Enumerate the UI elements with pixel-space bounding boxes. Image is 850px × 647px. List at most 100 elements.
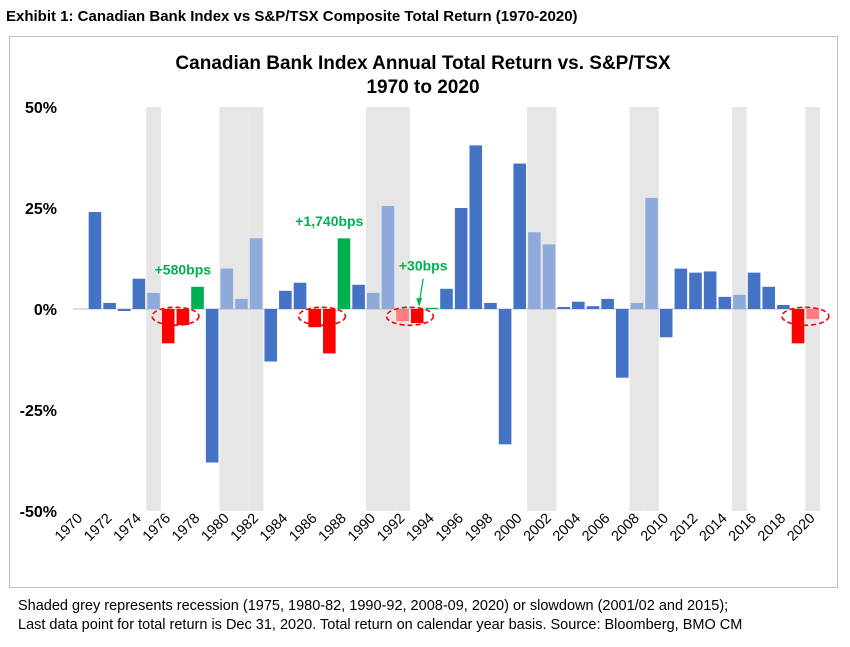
bar-1997: [469, 145, 483, 309]
y-tick-label-4: -25%: [20, 403, 57, 420]
bar-2016: [747, 272, 761, 309]
bar-1973: [117, 309, 131, 312]
bar-2008: [630, 302, 644, 309]
bar-2014: [718, 296, 732, 309]
footnote-line-1: Shaded grey represents recession (1975, …: [18, 598, 729, 614]
x-tick-label-1986: 1986: [286, 511, 320, 545]
x-tick-label-2020: 2020: [784, 511, 818, 545]
bar-2003: [557, 306, 570, 309]
highlight-circles: [151, 306, 830, 327]
y-tick-label-3: 0%: [34, 302, 57, 319]
bar-2009: [645, 197, 658, 309]
bar-1993: [410, 309, 424, 324]
x-tick-label-2004: 2004: [550, 511, 584, 545]
x-tick-label-1998: 1998: [462, 511, 496, 545]
x-tick-label-2008: 2008: [609, 511, 643, 545]
x-tick-label-2018: 2018: [755, 511, 789, 545]
bar-1994: [425, 307, 439, 309]
x-tick-label-1980: 1980: [198, 511, 232, 545]
highlight-circle-4: [781, 306, 830, 327]
bar-1992: [396, 309, 409, 322]
annotation-label-1: +580bps: [155, 262, 212, 278]
x-tick-label-2000: 2000: [491, 511, 525, 545]
annotations: +580bps +1,740bps +30bps: [155, 213, 448, 307]
bar-series: [88, 145, 819, 463]
bar-2004: [572, 301, 585, 309]
bar-2002: [542, 244, 556, 309]
x-tick-label-1990: 1990: [345, 511, 379, 545]
bar-1980: [220, 268, 234, 309]
bar-1989: [352, 284, 365, 309]
bar-2019: [791, 309, 805, 344]
exhibit-title: Exhibit 1: Canadian Bank Index vs S&P/TS…: [6, 8, 578, 25]
bar-1975: [147, 292, 160, 309]
bar-1977: [176, 309, 190, 326]
bar-1984: [279, 290, 292, 309]
bar-1981: [235, 298, 248, 309]
x-tick-label-1972: 1972: [81, 511, 115, 545]
bar-1982: [249, 238, 263, 309]
bar-1996: [454, 208, 468, 309]
footnote-line-2: Last data point for total return is Dec …: [18, 617, 743, 633]
bar-1987: [323, 309, 336, 354]
bar-1986: [308, 309, 321, 328]
x-tick-label-1996: 1996: [433, 511, 467, 545]
bar-1988: [337, 238, 351, 309]
bar-1995: [440, 288, 453, 309]
x-tick-label-1974: 1974: [111, 511, 145, 545]
bar-2017: [762, 286, 776, 309]
bar-2015: [733, 294, 746, 309]
x-tick-label-1984: 1984: [257, 511, 291, 545]
chart-frame: +580bps +1,740bps +30bps 50% 25% 0% -25% -50% …: [9, 36, 838, 588]
bar-1999: [498, 309, 512, 445]
x-tick-label-1992: 1992: [374, 511, 408, 545]
bar-1976: [161, 309, 175, 344]
bar-1991: [381, 205, 395, 309]
x-tick-label-1970: 1970: [52, 511, 86, 545]
x-tick-label-1978: 1978: [169, 511, 203, 545]
bar-1974: [132, 278, 146, 309]
x-tick-label-2016: 2016: [726, 511, 760, 545]
bar-1972: [103, 302, 116, 309]
highlight-circle-2: [297, 306, 347, 327]
bar-1983: [264, 309, 278, 362]
bar-2005: [586, 306, 600, 309]
chart-title: Canadian Bank Index Annual Total Return …: [175, 53, 670, 74]
bar-2012: [689, 272, 702, 309]
bar-2018: [777, 304, 790, 309]
bar-2000: [513, 163, 527, 309]
y-axis-ticks: 50% 25% 0% -25% -50%: [20, 100, 57, 521]
bar-1978: [191, 286, 204, 309]
x-tick-label-1988: 1988: [316, 511, 350, 545]
x-tick-label-2010: 2010: [638, 511, 672, 545]
bank-vs-tsx-chart: +580bps+1,740bps+30bps 50%25%0%-25%-50% …: [20, 53, 830, 545]
bar-2010: [659, 309, 673, 338]
highlight-circle-1: [151, 306, 200, 327]
bar-1979: [205, 309, 219, 463]
x-tick-label-1976: 1976: [140, 511, 174, 545]
annotation-label-3: +30bps: [399, 258, 448, 274]
annotation-arrow-head: [416, 297, 423, 307]
x-tick-label-2012: 2012: [667, 511, 701, 545]
x-tick-label-1982: 1982: [228, 511, 262, 545]
bar-2007: [615, 309, 629, 378]
y-tick-label-2: 25%: [25, 201, 57, 218]
x-tick-label-2014: 2014: [696, 511, 730, 545]
footnote: Shaded grey represents recession (1975, …: [18, 597, 742, 635]
y-tick-label-5: -50%: [20, 504, 57, 521]
bar-2020: [806, 309, 819, 320]
bar-1990: [366, 292, 380, 309]
highlight-circle-3: [385, 306, 435, 327]
annotation-label-2: +1,740bps: [295, 213, 363, 229]
bar-1971: [88, 212, 102, 309]
bar-1998: [484, 302, 497, 309]
x-tick-label-1994: 1994: [404, 511, 438, 545]
x-tick-label-2002: 2002: [521, 511, 555, 545]
y-tick-label-1: 50%: [25, 100, 57, 117]
bar-2013: [703, 271, 717, 309]
bar-2011: [674, 268, 688, 309]
x-tick-label-2006: 2006: [579, 511, 613, 545]
bar-2006: [601, 298, 614, 309]
x-axis-ticks: 1970197219741976197819801982198419861988…: [52, 511, 818, 545]
chart-subtitle: 1970 to 2020: [366, 77, 479, 98]
